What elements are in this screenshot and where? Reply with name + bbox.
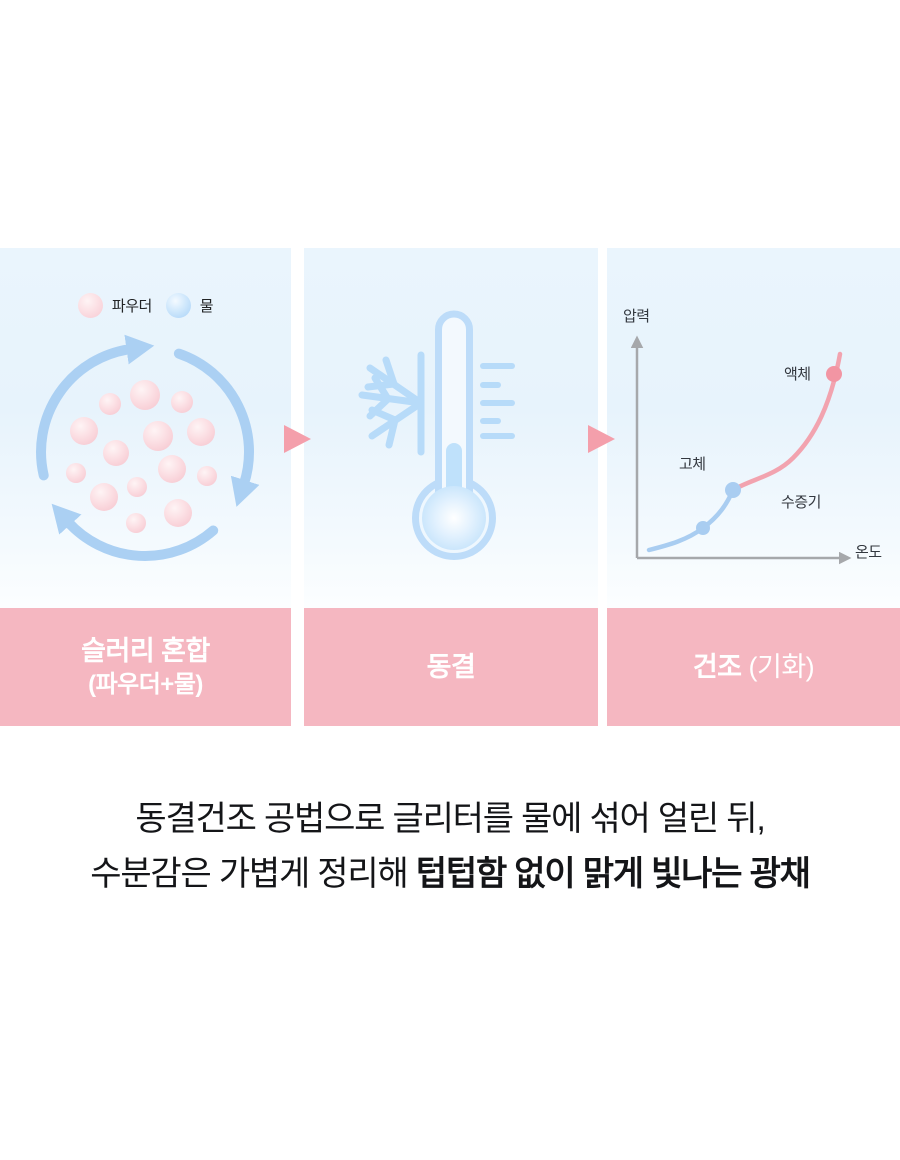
step-title-rest: (기화) [741, 652, 815, 682]
annotation-liquid: 액체 [784, 366, 811, 383]
caption-line1: 동결건조 공법으로 글리터를 물에 섞어 얼린 뒤, [135, 800, 765, 838]
thermometer-snowflake-icon [358, 310, 515, 560]
triple-point [725, 482, 741, 498]
caption-line2-bold: 텁텁함 없이 맑게 빛나는 광채 [415, 855, 811, 893]
legend: 파우더 물 [0, 293, 291, 318]
caption-line2: 수분감은 가볍게 정리해 텁텁함 없이 맑게 빛나는 광채 [0, 847, 900, 902]
liquid-point [826, 366, 842, 382]
thermometer-scale-marks [480, 363, 515, 439]
step-label-dry: 건조 (기화) [607, 608, 900, 726]
circular-mixing-arrows-icon [36, 334, 260, 561]
phase-diagram-chart [630, 335, 852, 565]
legend-item-water: 물 [165, 293, 214, 318]
snowflake-icon [358, 351, 425, 456]
step-subtitle: (파우더+물) [88, 670, 203, 698]
powder-particles [66, 380, 217, 533]
dry-panel-art: 압력 온도 고체 수증기 액체 [607, 248, 900, 608]
step-title: 동결 [426, 652, 476, 682]
mix-arrow-arcs [36, 334, 260, 561]
vaporization-curve [730, 351, 843, 493]
powder-dot-icon [77, 293, 103, 318]
annotation-solid: 고체 [679, 456, 706, 473]
chart-axes [630, 335, 852, 565]
step-title: 슬러리 혼합 [81, 635, 210, 666]
legend-label-water: 물 [199, 298, 214, 315]
freeze-panel-art [304, 248, 598, 608]
y-axis-label: 압력 [623, 308, 650, 325]
caption: 동결건조 공법으로 글리터를 물에 섞어 얼린 뒤, 수분감은 가볍게 정리해 … [0, 792, 900, 902]
process-steps-row: 파우더 물 [0, 248, 900, 726]
triple-point-low [696, 521, 710, 535]
step-title: 건조 (기화) [692, 651, 815, 683]
thermometer-bulb [422, 486, 486, 550]
slurry-panel-art: 파우더 물 [0, 248, 291, 608]
step-label-freeze: 동결 [304, 608, 598, 726]
step-panel-slurry: 파우더 물 [0, 248, 291, 726]
step-label-slurry: 슬러리 혼합 (파우더+물) [0, 608, 291, 726]
legend-item-powder: 파우더 [77, 293, 152, 318]
x-axis-label: 온도 [855, 544, 882, 561]
step-title-bold: 건조 [692, 652, 742, 682]
caption-line2-regular: 수분감은 가볍게 정리해 [90, 855, 416, 893]
step-panel-dry: 압력 온도 고체 수증기 액체 건조 (기화) [607, 248, 900, 726]
legend-label-powder: 파우더 [111, 298, 152, 315]
thermometer-body [412, 310, 496, 560]
water-dot-icon [165, 293, 191, 318]
sublimation-curve [646, 487, 736, 553]
step-panel-freeze: 동결 [304, 248, 598, 726]
annotation-vapor: 수증기 [781, 494, 821, 511]
